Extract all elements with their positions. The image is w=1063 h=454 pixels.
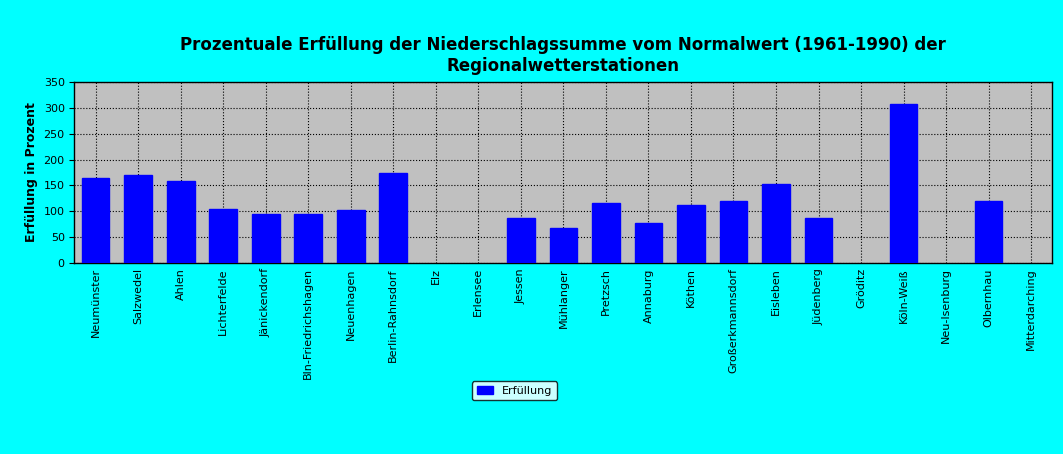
Bar	[720, 201, 747, 263]
Bar	[507, 218, 535, 263]
Bar	[550, 228, 577, 263]
Legend: Erfüllung: Erfüllung	[472, 381, 557, 400]
Bar	[762, 184, 790, 263]
Bar	[337, 210, 365, 263]
Y-axis label: Erfüllung in Prozent: Erfüllung in Prozent	[26, 103, 38, 242]
Bar	[635, 223, 662, 263]
Bar	[677, 205, 705, 263]
Bar	[124, 175, 152, 263]
Bar	[592, 203, 620, 263]
Bar	[252, 213, 280, 263]
Bar	[209, 209, 237, 263]
Bar	[805, 218, 832, 263]
Title: Prozentuale Erfüllung der Niederschlagssumme vom Normalwert (1961-1990) der
Regi: Prozentuale Erfüllung der Niederschlagss…	[181, 36, 946, 74]
Bar	[167, 181, 195, 263]
Bar	[975, 201, 1002, 263]
Bar	[379, 173, 407, 263]
Bar	[294, 214, 322, 263]
Bar	[890, 104, 917, 263]
Bar	[82, 178, 109, 263]
